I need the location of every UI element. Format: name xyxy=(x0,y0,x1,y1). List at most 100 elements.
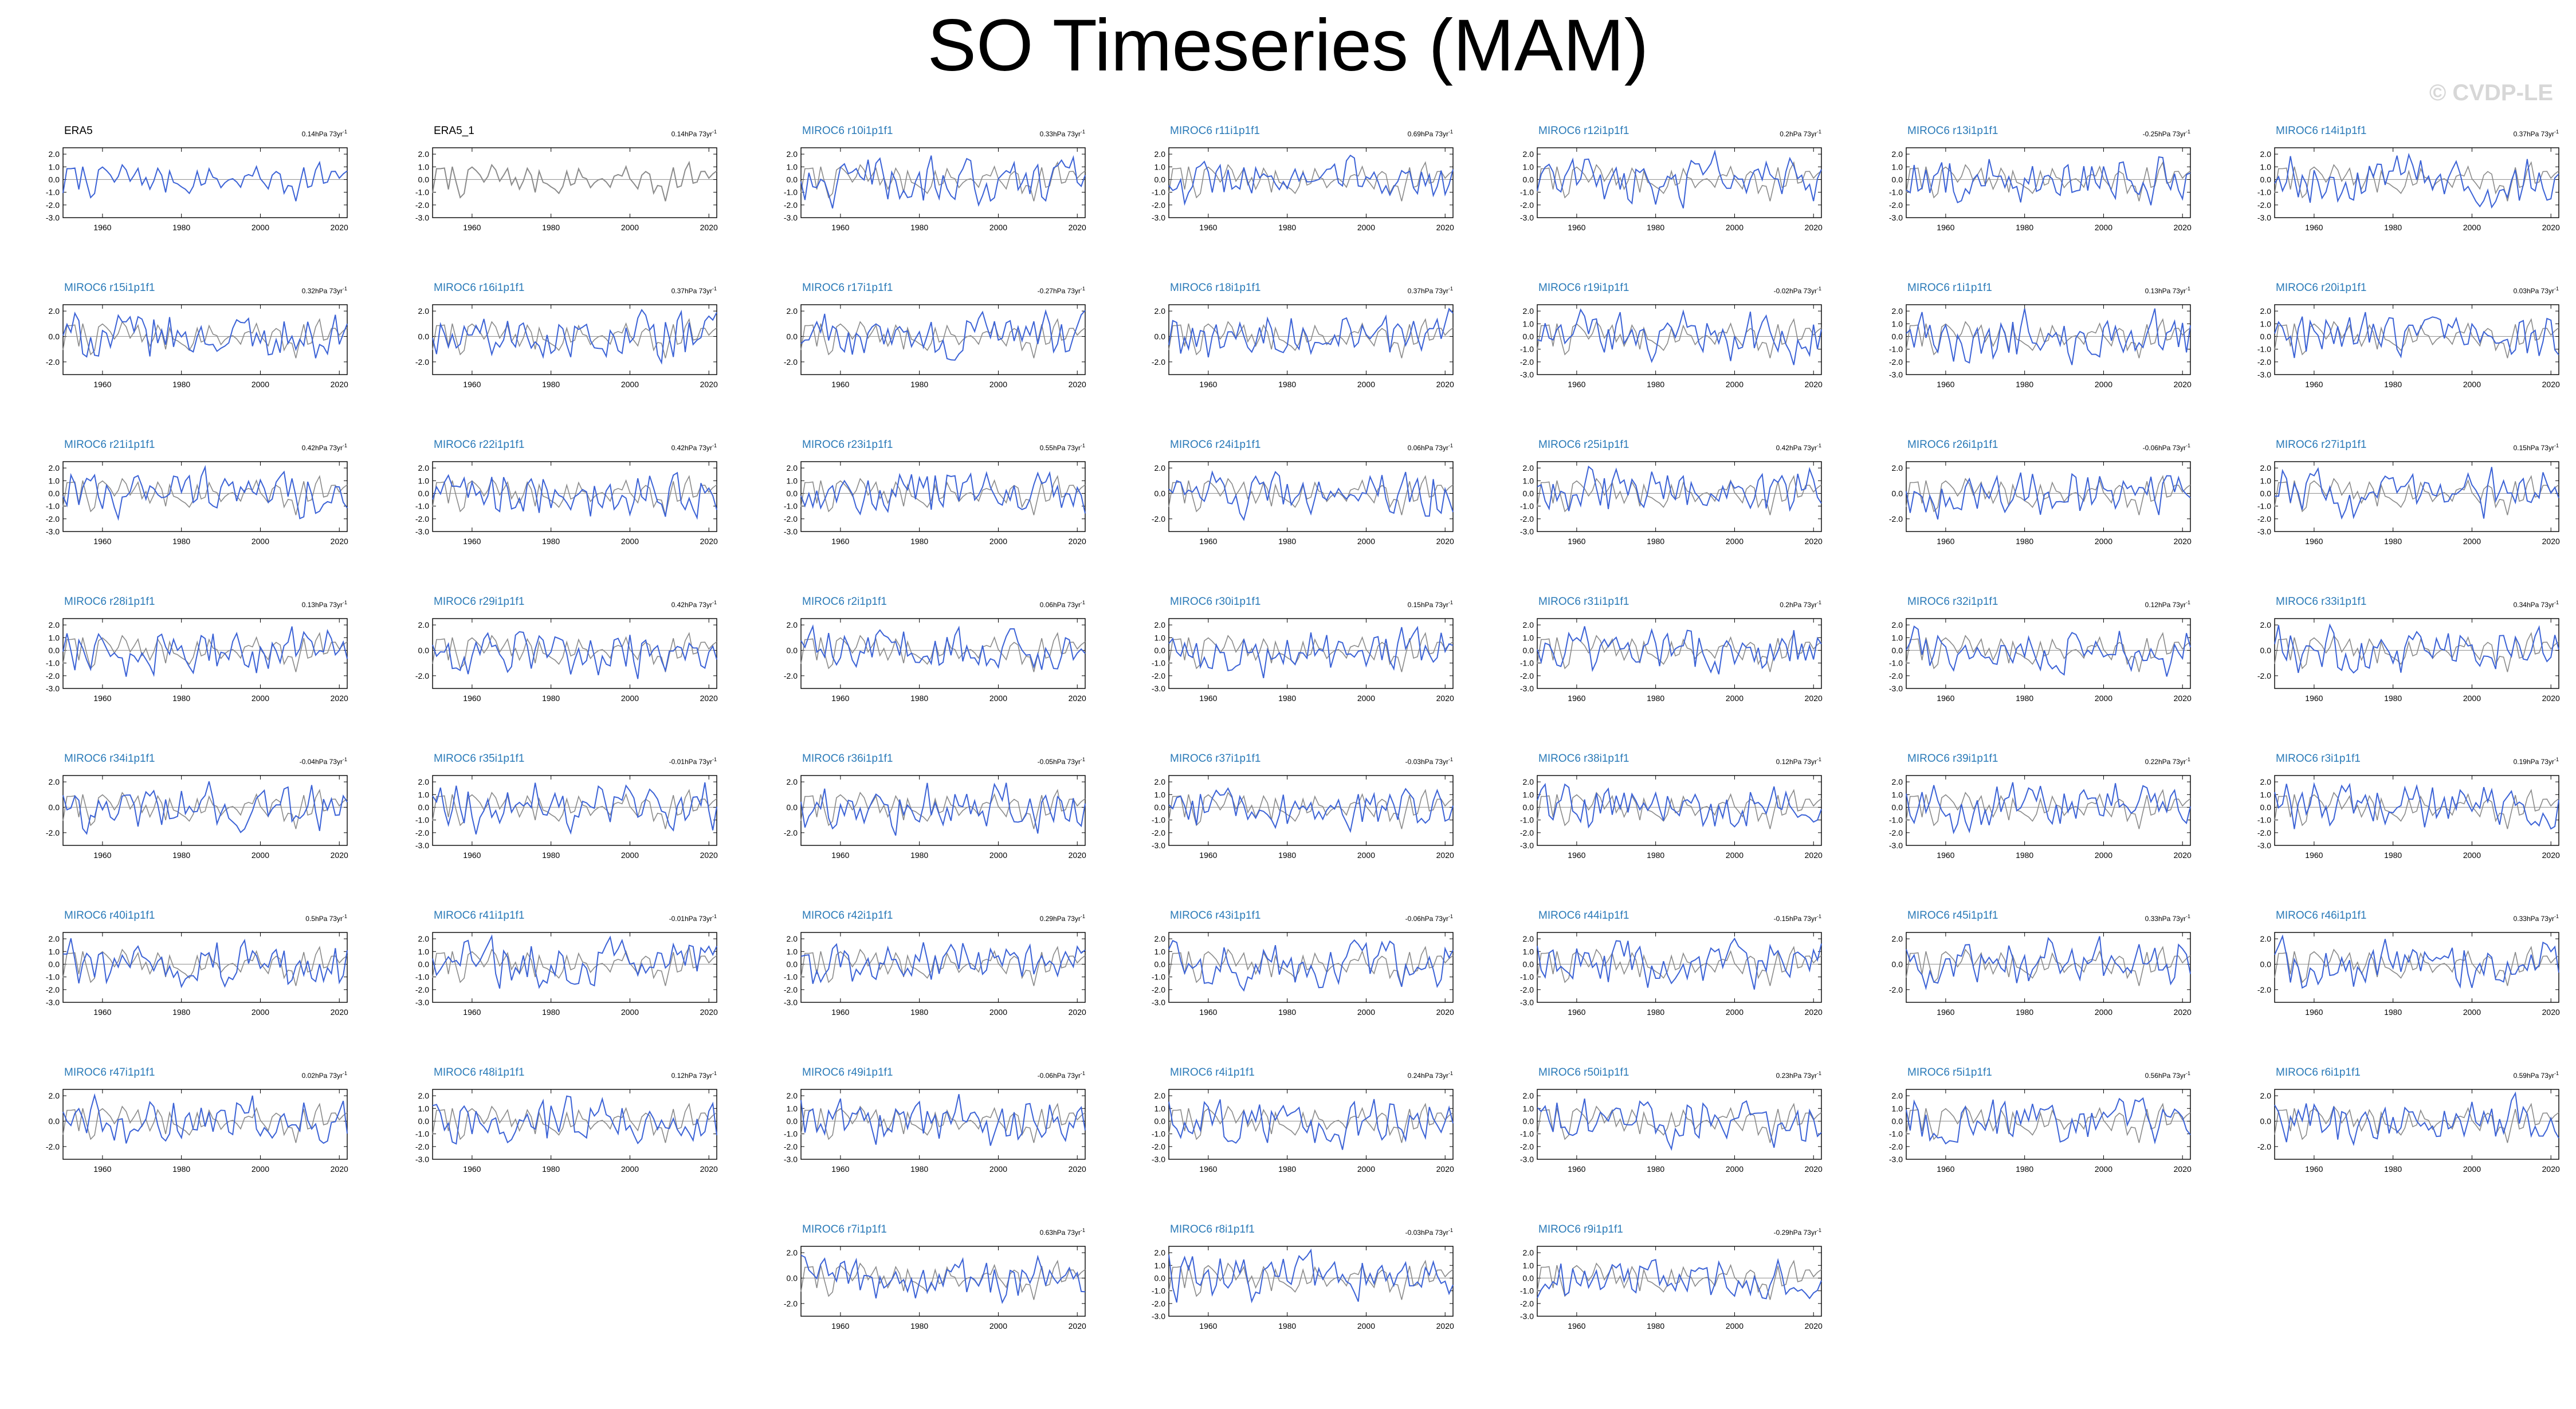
y-tick-label: 2.0 xyxy=(1523,620,1534,629)
y-tick-label: 0.0 xyxy=(787,802,798,812)
plot-frame xyxy=(800,304,1086,375)
x-tick-label: 1960 xyxy=(1937,1007,1954,1017)
series-line xyxy=(1168,470,1454,521)
panel-svg: MIROC6 r44i1p1f1 -0.15hPa 73yr-1 2.0 1.0 0.0… xyxy=(1520,910,1823,1017)
y-tick-label: -1.0 xyxy=(1520,973,1534,982)
x-tick-label: 1980 xyxy=(1278,1164,1296,1174)
y-tick-label: -1.0 xyxy=(1889,1129,1903,1139)
panel-svg: MIROC6 r14i1p1f1 0.37hPa 73yr-1 2.0 1.0 0.0 -… xyxy=(2257,125,2560,232)
plot-frame xyxy=(1906,618,2191,689)
x-tick-label: 1980 xyxy=(1278,851,1296,860)
x-tick-label: 1960 xyxy=(463,380,481,389)
x-tick-label: 2020 xyxy=(2174,223,2192,232)
x-tick-label: 2020 xyxy=(1805,1321,1823,1331)
y-tick-label: -3.0 xyxy=(1152,1312,1165,1321)
y-tick-label: 0.0 xyxy=(1892,489,1903,498)
y-tick-label: -2.0 xyxy=(784,514,798,524)
y-tick-label: 0.0 xyxy=(787,1273,798,1282)
chart-panel: MIROC6 r38i1p1f1 0.12hPa 73yr-1 2.0 1.0 0.0 -… xyxy=(1509,750,1829,863)
panel-title: MIROC6 r40i1p1f1 xyxy=(64,910,155,922)
y-tick-label: 2.0 xyxy=(787,1248,798,1257)
y-tick-label: -2.0 xyxy=(2257,671,2271,680)
y-tick-label: -2.0 xyxy=(1889,671,1903,680)
panel-svg: MIROC6 r1i1p1f1 0.13hPa 73yr-1 2.0 1.0 0.0 -1… xyxy=(1889,282,2192,389)
y-tick-label: 2.0 xyxy=(787,934,798,943)
x-tick-label: 1960 xyxy=(93,223,111,232)
x-tick-label: 2020 xyxy=(1436,223,1454,232)
panel-svg: MIROC6 r21i1p1f1 0.42hPa 73yr-1 2.0 1.0 0.0 -… xyxy=(46,439,348,546)
panel-title: ERA5_1 xyxy=(434,125,474,137)
reference-line xyxy=(800,475,1086,515)
y-tick-label: 0.0 xyxy=(418,646,430,655)
y-tick-label: 0.0 xyxy=(1523,1116,1534,1125)
x-tick-label: 2020 xyxy=(2542,694,2560,703)
panel-trend: 0.37hPa 73yr-1 xyxy=(2514,129,2559,138)
x-tick-label: 1980 xyxy=(1647,694,1664,703)
series-line xyxy=(1906,1097,2191,1145)
y-tick-label: -1.0 xyxy=(415,188,429,197)
reference-line xyxy=(2274,789,2559,829)
series-line xyxy=(2274,312,2559,359)
x-tick-label: 2000 xyxy=(1726,380,1743,389)
series-line xyxy=(432,1095,717,1145)
x-tick-label: 2000 xyxy=(621,1164,639,1174)
y-tick-label: 2.0 xyxy=(418,149,430,159)
y-tick-label: 0.0 xyxy=(49,646,60,655)
series-line xyxy=(1537,937,1822,990)
y-tick-label: -2.0 xyxy=(784,357,798,367)
panel-trend: 0.13hPa 73yr-1 xyxy=(302,600,347,609)
x-tick-label: 1960 xyxy=(831,694,849,703)
panel-title: MIROC6 r3i1p1f1 xyxy=(2276,753,2361,765)
x-tick-label: 1960 xyxy=(1568,380,1585,389)
reference-line xyxy=(432,946,717,986)
y-tick-label: -1.0 xyxy=(1889,188,1903,197)
y-tick-label: 1.0 xyxy=(1892,790,1903,799)
y-tick-label: 0.0 xyxy=(1892,175,1903,184)
x-tick-label: 2000 xyxy=(1357,380,1375,389)
plot-frame xyxy=(1537,461,1822,532)
y-tick-label: 2.0 xyxy=(787,463,798,473)
chart-panel: MIROC6 r15i1p1f1 0.32hPa 73yr-1 2.0 0.0 -2.0… xyxy=(34,280,355,392)
x-tick-label: 1960 xyxy=(2305,537,2323,546)
plot-frame xyxy=(1537,1089,1822,1160)
x-tick-label: 2000 xyxy=(1357,223,1375,232)
y-tick-label: -1.0 xyxy=(2257,502,2271,511)
panel-title: MIROC6 r49i1p1f1 xyxy=(802,1066,893,1079)
y-tick-label: -2.0 xyxy=(415,200,429,210)
x-tick-label: 2000 xyxy=(2095,851,2112,860)
y-tick-label: -3.0 xyxy=(784,527,798,536)
x-tick-label: 2020 xyxy=(331,537,348,546)
plot-frame xyxy=(62,147,348,218)
y-tick-label: -2.0 xyxy=(1520,200,1534,210)
y-tick-label: -2.0 xyxy=(415,357,429,367)
panel-svg: MIROC6 r34i1p1f1 -0.04hPa 73yr-1 2.0 0.0 -2.… xyxy=(46,753,348,860)
x-tick-label: 2000 xyxy=(989,1164,1007,1174)
panel-trend: 0.37hPa 73yr-1 xyxy=(672,286,717,295)
x-tick-label: 1980 xyxy=(1278,1007,1296,1017)
panel-title: MIROC6 r39i1p1f1 xyxy=(1907,753,1998,765)
y-tick-label: -2.0 xyxy=(415,514,429,524)
x-tick-label: 1980 xyxy=(1647,380,1664,389)
panel-svg: MIROC6 r10i1p1f1 0.33hPa 73yr-1 2.0 1.0 0.0 -… xyxy=(784,125,1086,232)
chart-panel: MIROC6 r37i1p1f1 -0.03hPa 73yr-1 2.0 1.0 0.0… xyxy=(1140,750,1461,863)
x-tick-label: 2020 xyxy=(700,851,718,860)
y-tick-label: 2.0 xyxy=(49,463,60,473)
y-tick-label: -1.0 xyxy=(1152,816,1165,825)
series-line xyxy=(1906,936,2191,991)
x-tick-label: 2000 xyxy=(2095,1007,2112,1017)
y-tick-label: -3.0 xyxy=(1520,370,1534,379)
x-tick-label: 1980 xyxy=(542,1007,560,1017)
plot-frame xyxy=(432,932,717,1003)
x-tick-label: 1980 xyxy=(542,223,560,232)
panel-trend: 0.24hPa 73yr-1 xyxy=(1408,1070,1453,1080)
panel-title: MIROC6 r14i1p1f1 xyxy=(2276,125,2366,137)
x-tick-label: 2000 xyxy=(252,537,269,546)
x-tick-label: 2020 xyxy=(1069,694,1086,703)
panel-svg: MIROC6 r42i1p1f1 0.29hPa 73yr-1 2.0 1.0 0.0 -… xyxy=(784,910,1086,1017)
x-tick-label: 2000 xyxy=(252,380,269,389)
x-tick-label: 2000 xyxy=(2463,380,2481,389)
x-tick-label: 2000 xyxy=(621,537,639,546)
y-tick-label: 1.0 xyxy=(1523,633,1534,642)
panel-svg: MIROC6 r4i1p1f1 0.24hPa 73yr-1 2.0 1.0 0.0 -1… xyxy=(1152,1066,1454,1174)
series-line xyxy=(432,160,717,202)
